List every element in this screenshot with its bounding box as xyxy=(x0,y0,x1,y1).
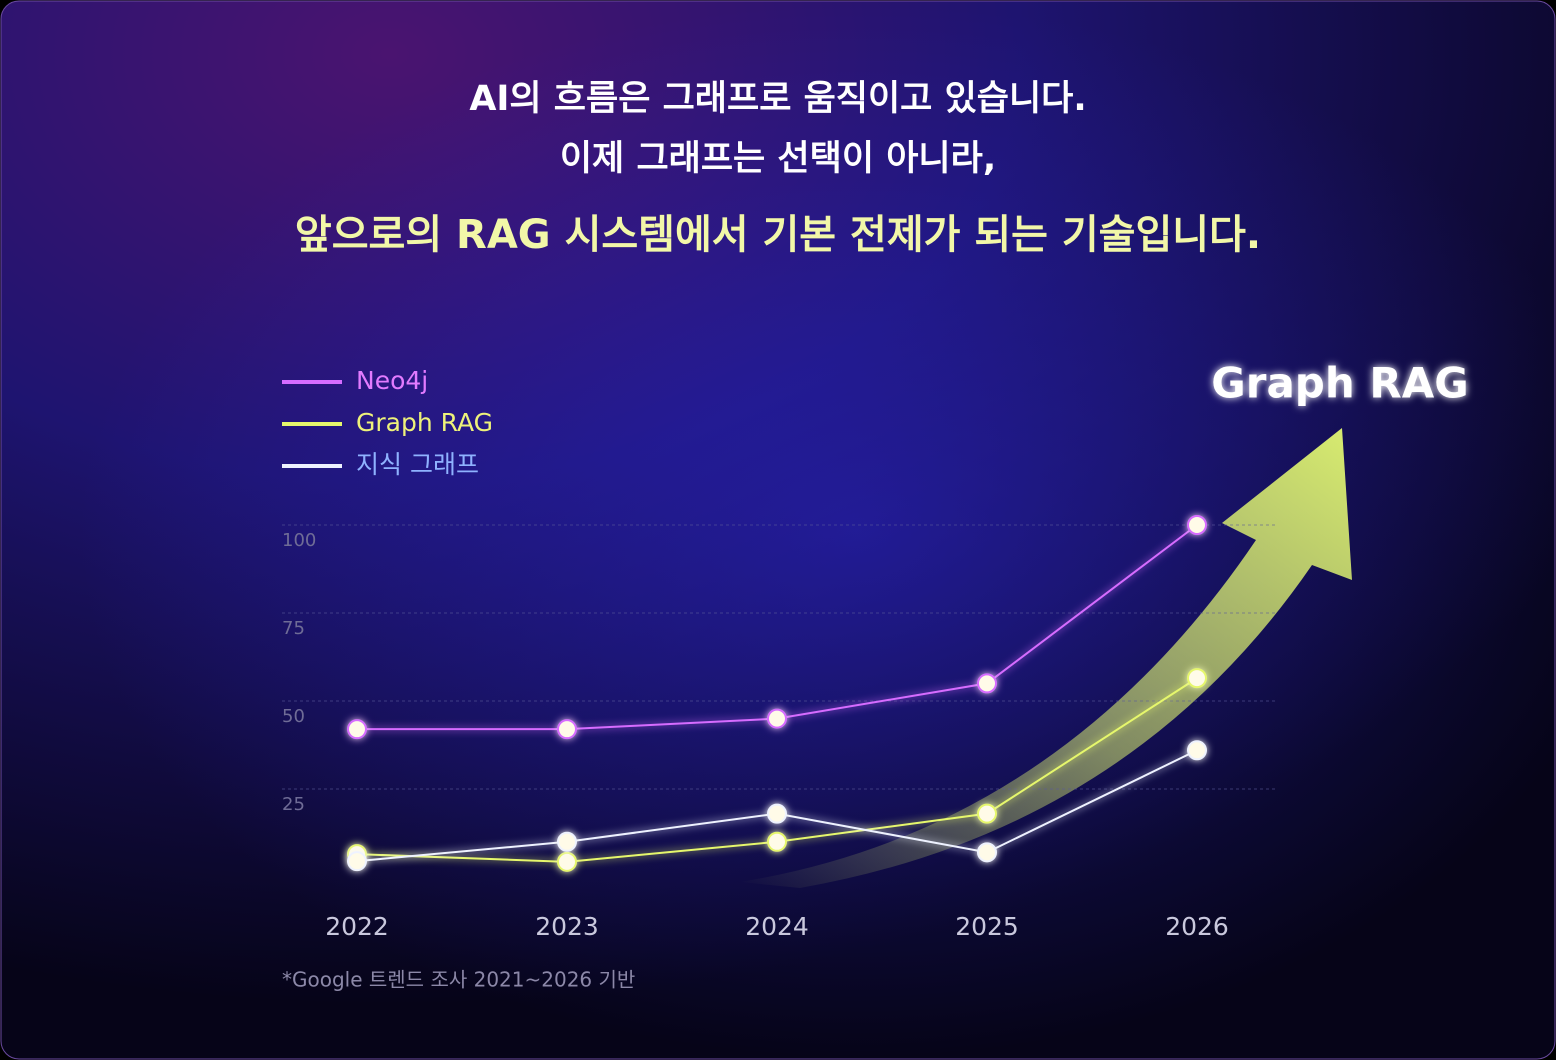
trend-arrow xyxy=(740,428,1352,888)
data-point xyxy=(977,673,997,694)
data-point xyxy=(1187,740,1207,761)
title-line: AI의 흐름은 그래프로 움직이고 있습니다. xyxy=(469,79,1086,119)
data-point xyxy=(1187,668,1207,689)
data-point xyxy=(977,842,997,863)
data-point xyxy=(977,803,997,824)
data-point xyxy=(1187,515,1207,535)
legend-label: 지식 그래프 xyxy=(356,450,479,479)
title-line: 이제 그래프는 선택이 아니라, xyxy=(560,139,996,179)
data-point xyxy=(557,831,577,852)
data-point xyxy=(347,719,367,740)
y-tick-label: 25 xyxy=(282,794,305,815)
legend-label: Graph RAG xyxy=(356,408,493,437)
y-tick-label: 100 xyxy=(282,530,316,551)
data-point xyxy=(557,719,577,740)
footnote: *Google 트렌드 조사 2021~2026 기반 xyxy=(282,968,635,992)
legend-label: Neo4j xyxy=(356,366,428,395)
data-point xyxy=(767,831,787,852)
x-tick-label: 2026 xyxy=(1165,912,1229,941)
data-point xyxy=(767,708,787,729)
data-point xyxy=(347,851,367,872)
x-tick-label: 2024 xyxy=(745,912,809,941)
title-line: 앞으로의 RAG 시스템에서 기본 전제가 되는 기술입니다. xyxy=(295,212,1261,258)
data-point xyxy=(767,803,787,824)
annotation: Graph RAG xyxy=(1211,359,1468,408)
x-tick-label: 2023 xyxy=(535,912,599,941)
x-tick-label: 2022 xyxy=(325,912,389,941)
x-tick-label: 2025 xyxy=(955,912,1019,941)
y-tick-label: 75 xyxy=(282,618,305,639)
y-tick-label: 50 xyxy=(282,706,305,727)
data-point xyxy=(557,851,577,872)
